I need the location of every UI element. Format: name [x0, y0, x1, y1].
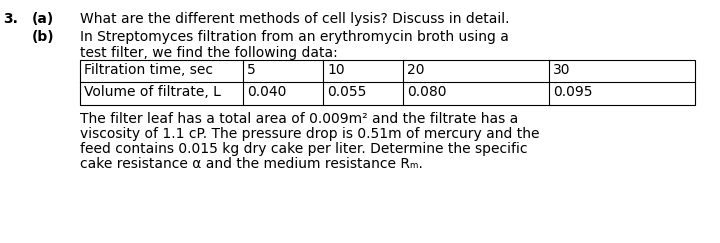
Text: (b): (b): [32, 30, 55, 44]
Text: The filter leaf has a total area of 0.009m² and the filtrate has a: The filter leaf has a total area of 0.00…: [80, 112, 518, 126]
Text: test filter, we find the following data:: test filter, we find the following data:: [80, 46, 338, 60]
Text: 0.055: 0.055: [327, 85, 366, 99]
Text: feed contains 0.015 kg dry cake per liter. Determine the specific: feed contains 0.015 kg dry cake per lite…: [80, 142, 528, 156]
Text: 3.: 3.: [3, 12, 18, 26]
Text: 20: 20: [407, 63, 425, 77]
Text: What are the different methods of cell lysis? Discuss in detail.: What are the different methods of cell l…: [80, 12, 510, 26]
Text: 30: 30: [553, 63, 570, 77]
Bar: [80, 60, 695, 105]
Text: 10: 10: [327, 63, 345, 77]
Text: 0.080: 0.080: [407, 85, 446, 99]
Text: (a): (a): [32, 12, 54, 26]
Text: 0.095: 0.095: [553, 85, 593, 99]
Text: viscosity of 1.1 cP. The pressure drop is 0.51m of mercury and the: viscosity of 1.1 cP. The pressure drop i…: [80, 127, 539, 141]
Text: 5: 5: [247, 63, 256, 77]
Text: In Streptomyces filtration from an erythromycin broth using a: In Streptomyces filtration from an eryth…: [80, 30, 509, 44]
Text: 0.040: 0.040: [247, 85, 287, 99]
Text: Filtration time, sec: Filtration time, sec: [84, 63, 213, 77]
Text: cake resistance α and the medium resistance Rₘ.: cake resistance α and the medium resista…: [80, 157, 423, 171]
Text: Volume of filtrate, L: Volume of filtrate, L: [84, 85, 221, 99]
